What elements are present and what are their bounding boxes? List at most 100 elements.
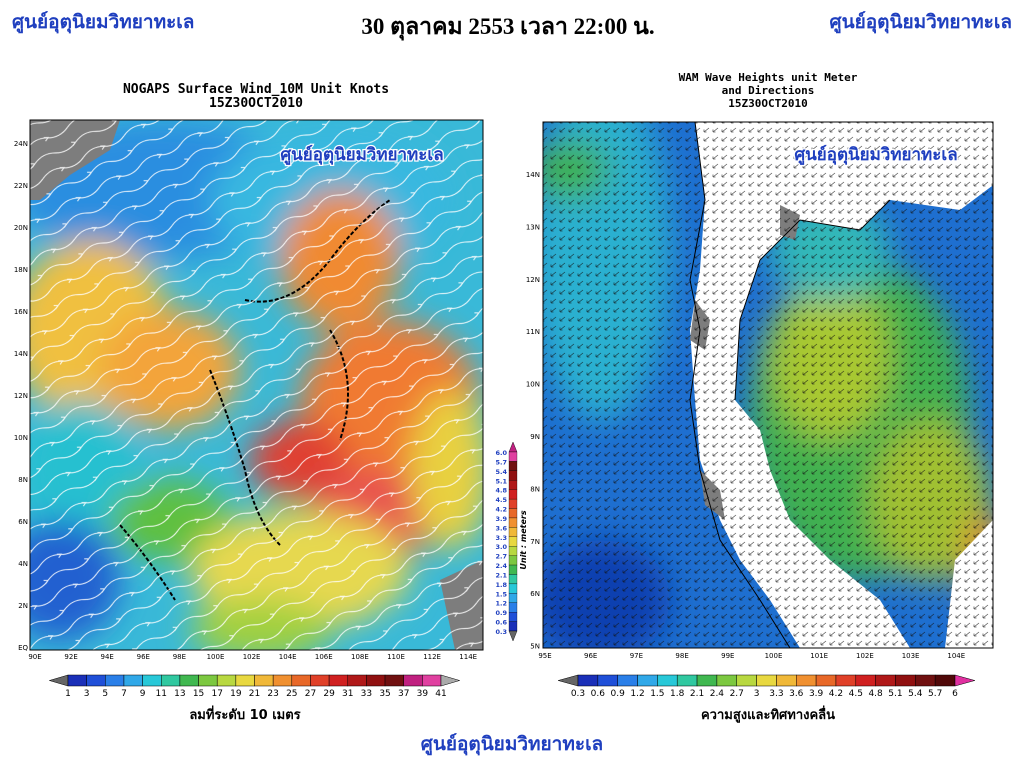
watermark: ศูนย์อุตุนิยมวิทยาทะเล (280, 144, 443, 166)
colorbar-cell (597, 674, 618, 687)
colorbar-cell (291, 674, 311, 687)
lon-label: 95E (538, 652, 551, 660)
scale-cell (508, 546, 518, 556)
colorbar-label: 35 (379, 689, 390, 699)
lat-label: 8N (18, 476, 28, 484)
colorbar-label: 13 (174, 689, 185, 699)
wave-map: WAM Wave Heights unit Meter and Directio… (542, 71, 994, 723)
colorbar-cell (422, 674, 442, 687)
lon-label: 110E (387, 653, 405, 661)
colorbar-label: 7 (121, 689, 127, 699)
lon-label: 97E (630, 652, 643, 660)
colorbar-label: 1.8 (670, 689, 685, 699)
colorbar-cell (347, 674, 367, 687)
lon-label: 108E (351, 653, 369, 661)
lon-label: 103E (902, 652, 920, 660)
colorbar-cell (235, 674, 255, 687)
lat-label: 8N (530, 485, 540, 493)
lat-label: 16N (14, 308, 28, 316)
scale-label: 0.3 (495, 628, 507, 636)
colorbar-cell (198, 674, 218, 687)
lat-label: 5N (530, 643, 540, 651)
map-title-line2: and Directions (722, 84, 815, 97)
colorbar-cell (67, 674, 87, 687)
colorbar-label: 1 (65, 689, 71, 699)
colorbar-label: 15 (193, 689, 204, 699)
lon-label: 92E (64, 653, 77, 661)
colorbar-cell (696, 674, 718, 687)
map-title: NOGAPS Surface Wind_10M Unit Knots (123, 82, 389, 97)
colorbar-label: 4.8 (868, 689, 883, 699)
colorbar-cell (637, 674, 658, 687)
lat-label: 10N (14, 434, 28, 442)
colorbar-label: 25 (286, 689, 297, 699)
scale-cell (508, 564, 518, 575)
header-right: ศูนย์อุตุนิยมวิทยาทะเล (830, 11, 1012, 34)
lon-label: 99E (721, 652, 734, 660)
colorbar-cell (815, 674, 837, 687)
scale-cell (508, 508, 518, 519)
scale-label: 5.4 (495, 468, 507, 476)
colorbar-label: 41 (435, 689, 446, 699)
lat-label: EQ (18, 644, 28, 652)
scale-cell (508, 461, 518, 471)
colorbar-label: 9 (140, 689, 146, 699)
wave-field: ศูนย์อุตุนิยมวิทยาทะเล (543, 122, 993, 648)
colorbar-label: 3.3 (769, 689, 783, 699)
lon-label: 96E (137, 653, 150, 661)
map-title: WAM Wave Heights unit Meter (679, 71, 858, 84)
lon-label: 100E (207, 653, 225, 661)
scale-cell (508, 451, 518, 462)
lon-label: 102E (856, 652, 874, 660)
colorbar-label: 2.1 (690, 689, 704, 699)
watermark: ศูนย์อุตุนิยมวิทยาทะเล (794, 144, 957, 166)
scale-cell (508, 583, 518, 594)
scale-label: 3.6 (495, 524, 507, 532)
colorbar-label: 6 (952, 689, 958, 699)
lon-label: 98E (675, 652, 688, 660)
colorbar-label: 4.5 (849, 689, 863, 699)
colorbar-label: 23 (267, 689, 278, 699)
map-subtitle: 15Z30OCT2010 (209, 96, 303, 111)
scale-cell (508, 574, 518, 585)
colorbar-label: 33 (361, 689, 372, 699)
lat-label: 6N (18, 518, 28, 526)
colorbar-label: 37 (398, 689, 409, 699)
lat-label: 2N (18, 602, 28, 610)
footer: ศูนย์อุตุนิยมวิทยาทะเล (421, 733, 603, 756)
scale-label: 4.2 (495, 506, 507, 514)
colorbar-cell (756, 674, 777, 687)
colorbar-label: 39 (417, 689, 429, 699)
scale-label: 5.7 (495, 458, 507, 466)
scale-arrow (508, 630, 518, 642)
colorbar-caption: ความสูงและทิศทางคลื่น (701, 705, 835, 723)
colorbar-label: 21 (249, 689, 260, 699)
lat-label: 14N (526, 171, 540, 179)
colorbar-cell (776, 674, 797, 687)
lon-label: 104E (947, 652, 965, 660)
colorbar-cell (617, 674, 638, 687)
colorbar-label: 5.1 (888, 689, 902, 699)
colorbar-cell (934, 674, 956, 687)
scale-cell (508, 527, 518, 537)
colorbar-label: 0.3 (571, 689, 585, 699)
colorbar-label: 1.2 (630, 689, 644, 699)
lat-label: 10N (526, 381, 540, 389)
colorbar-cell (272, 674, 293, 687)
colorbar-cell (216, 674, 237, 687)
colorbar-cell (915, 674, 936, 687)
scale-cell (508, 517, 518, 528)
scale-unit: Unit : meters (519, 510, 528, 569)
scale-arrow (508, 441, 518, 453)
scale-cell (508, 621, 518, 632)
colorbar-cell (105, 674, 125, 687)
colorbar-label: 0.9 (611, 689, 626, 699)
colorbar-cell (142, 674, 162, 687)
colorbar-label: 5 (102, 689, 108, 699)
colorbar-cell (657, 674, 678, 687)
colorbar-cell (835, 674, 857, 687)
scale-label: 1.5 (495, 590, 507, 598)
scale-cell (508, 612, 518, 622)
lat-label: 4N (18, 560, 28, 568)
colorbar-label: 3 (754, 689, 760, 699)
